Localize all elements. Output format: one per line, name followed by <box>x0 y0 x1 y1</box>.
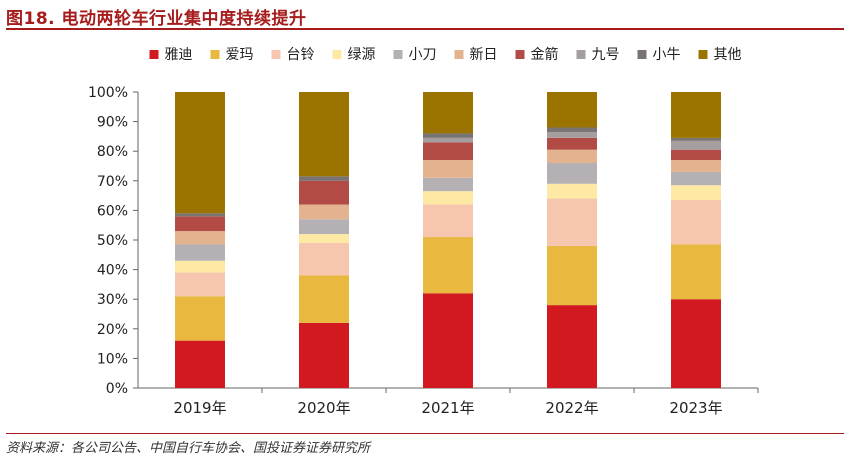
legend-swatch <box>515 50 525 59</box>
legend-label: 小牛 <box>653 47 681 63</box>
y-tick-label: 80% <box>97 144 128 160</box>
bar-segment <box>547 131 597 138</box>
bar-segment <box>299 242 349 276</box>
legend-label: 绿源 <box>348 47 376 63</box>
bar-segment <box>175 231 225 245</box>
source-rule <box>6 433 844 434</box>
bar-segment <box>299 204 349 220</box>
bar-segment <box>671 140 721 150</box>
legend-label: 爱玛 <box>226 47 254 63</box>
legend-label: 台铃 <box>287 47 315 63</box>
legend-swatch <box>637 50 647 59</box>
y-tick-label: 40% <box>97 263 128 279</box>
bar-segment <box>671 171 721 186</box>
chart-title: 图18. 电动两轮车行业集中度持续提升 <box>6 9 307 29</box>
legend-swatch <box>149 50 159 59</box>
x-tick-label: 2023年 <box>669 399 722 417</box>
legend-swatch <box>332 50 342 59</box>
bar-segment <box>299 219 349 235</box>
legend-swatch <box>454 50 464 59</box>
y-tick-label: 90% <box>97 115 128 131</box>
bar-segment <box>175 216 225 232</box>
bar-segment <box>547 163 597 184</box>
source-note: 资料来源：各公司公告、中国自行车协会、国投证券证券研究所 <box>6 441 371 456</box>
legend-swatch <box>698 50 708 59</box>
bar-segment <box>175 260 225 273</box>
bar-segment <box>175 213 225 217</box>
bar-segment <box>671 299 721 388</box>
bar-segment <box>299 234 349 243</box>
bar-segment <box>547 127 597 132</box>
y-tick-label: 50% <box>97 233 128 249</box>
bar-segment <box>175 244 225 261</box>
x-tick-label: 2019年 <box>173 399 226 417</box>
x-tick-label: 2022年 <box>545 399 598 417</box>
bar-segment <box>671 92 721 138</box>
bar-segment <box>547 137 597 150</box>
bar-segment <box>671 200 721 245</box>
y-tick-label: 10% <box>97 351 128 367</box>
bar-segment <box>299 176 349 181</box>
y-tick-label: 100% <box>88 85 128 101</box>
bar-segment <box>547 183 597 199</box>
bar-segment <box>671 244 721 300</box>
legend-swatch <box>393 50 403 59</box>
title-rule <box>6 28 844 30</box>
y-tick-label: 60% <box>97 203 128 219</box>
x-tick-label: 2020年 <box>297 399 350 417</box>
legend-label: 新日 <box>470 47 498 63</box>
bar-segment <box>423 92 473 134</box>
bar-segment <box>547 92 597 128</box>
y-tick-label: 70% <box>97 174 128 190</box>
bar-segment <box>175 340 225 388</box>
bar-segment <box>671 137 721 141</box>
y-tick-label: 0% <box>106 381 128 397</box>
legend-label: 其他 <box>714 47 742 63</box>
x-tick-label: 2021年 <box>421 399 474 417</box>
bar-segment <box>547 198 597 246</box>
bar-segment <box>299 275 349 323</box>
legend-label: 金箭 <box>531 46 559 63</box>
y-tick-label: 30% <box>97 292 128 308</box>
bar-segment <box>299 180 349 205</box>
bar-segment <box>175 296 225 341</box>
legend-swatch <box>271 50 281 59</box>
bar-segment <box>547 305 597 388</box>
bar-segment <box>423 293 473 388</box>
legend-label: 雅迪 <box>165 47 193 63</box>
bar-segment <box>671 185 721 201</box>
legend-swatch <box>576 50 586 59</box>
bar-segment <box>299 322 349 388</box>
bar-segment <box>547 149 597 164</box>
legend-label: 九号 <box>592 47 620 63</box>
bar-segment <box>175 92 225 214</box>
bar-segment <box>175 272 225 297</box>
bar-segment <box>299 92 349 177</box>
legend-label: 小刀 <box>409 47 437 63</box>
bar-segment <box>423 204 473 238</box>
bar-segment <box>671 149 721 161</box>
bar-segment <box>423 160 473 178</box>
bar-segment <box>547 245 597 306</box>
y-tick-label: 20% <box>97 322 128 338</box>
bar-segment <box>423 177 473 192</box>
bar-segment <box>423 137 473 143</box>
bar-segment <box>423 133 473 138</box>
bar-segment <box>423 237 473 294</box>
bar-segment <box>671 160 721 172</box>
bar-segment <box>423 191 473 205</box>
legend-swatch <box>210 50 220 59</box>
bar-segment <box>423 142 473 161</box>
